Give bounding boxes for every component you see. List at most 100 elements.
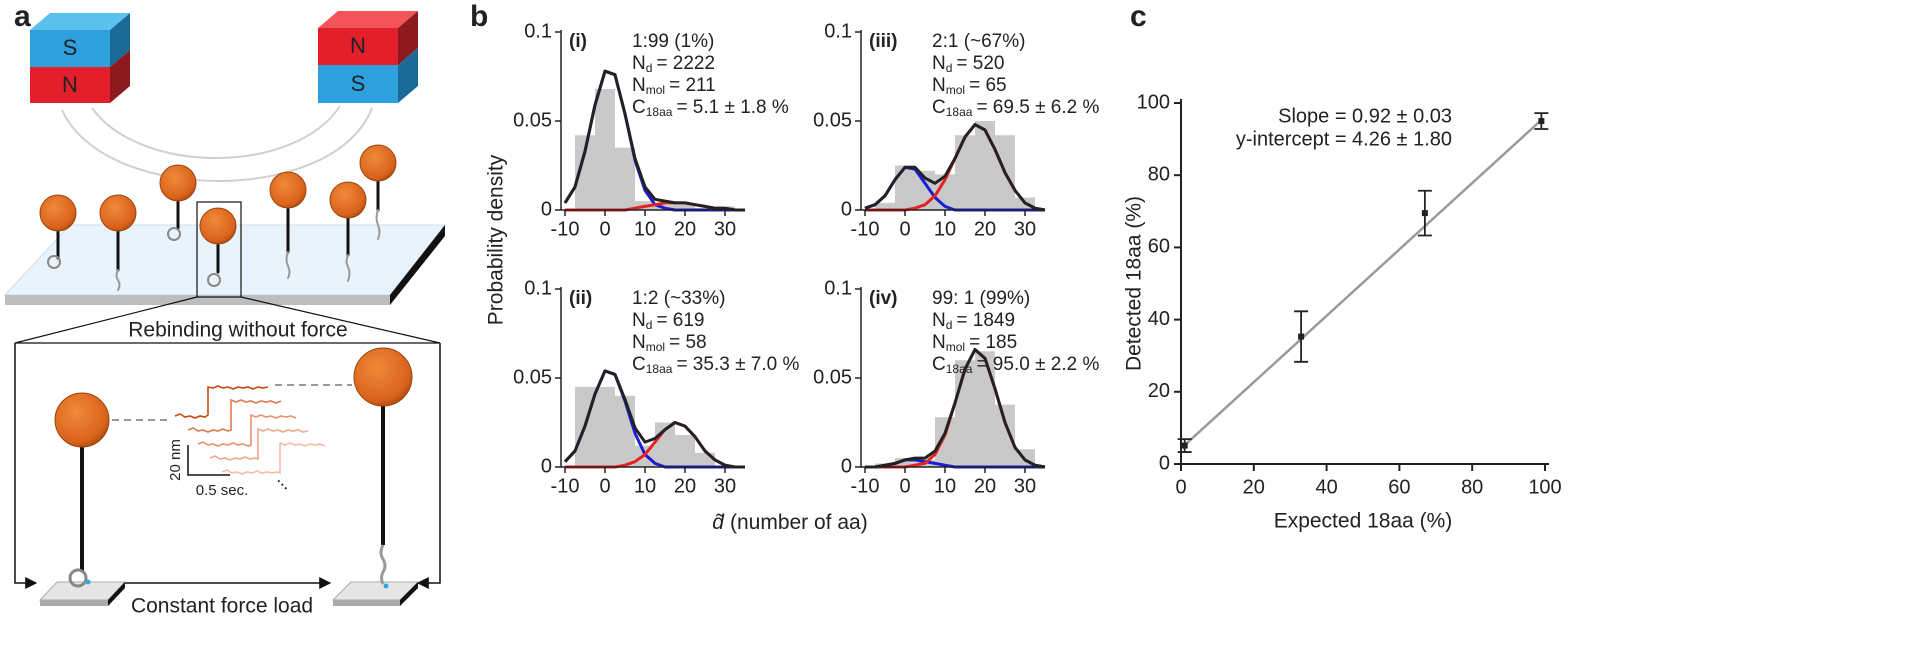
x-tick-label: 80 (1461, 476, 1483, 498)
annotation-symbol: C (632, 354, 646, 375)
histogram-bar (955, 135, 975, 210)
schematic-label: Constant force load (131, 595, 313, 618)
beads (39, 144, 397, 245)
x-tick-label: 20 (1243, 476, 1265, 498)
magnet-face (110, 13, 130, 67)
traces (174, 385, 326, 475)
panel-label: a (14, 0, 31, 33)
annotation-symbol: N (932, 332, 946, 353)
annotation-subscript: d (646, 61, 653, 75)
tethers (47, 179, 381, 291)
annotation-subscript: 18aa (646, 362, 673, 376)
histogram-bar (615, 147, 635, 210)
magnet-pole: N (350, 33, 366, 58)
annotation-text: = 2222 (656, 53, 715, 74)
annotation: C18aa = 35.3 ± 7.0 % (632, 354, 799, 376)
y-axis-label: Detected 18aa (%) (1123, 196, 1146, 371)
y-tick-label: 20 (1148, 380, 1170, 402)
histogram-bar (895, 165, 915, 210)
x-axis-label: d̃ (number of aa) (712, 511, 867, 534)
x-tick-label: 30 (714, 218, 736, 240)
panel-label: c (1130, 0, 1147, 33)
field-line (91, 105, 341, 159)
annotation-subscript: 18aa (946, 362, 973, 376)
annotation-text: = 95.0 ± 2.2 % (976, 354, 1099, 375)
y-tick-label: 40 (1148, 308, 1170, 330)
x-tick-label: 0 (1175, 476, 1186, 498)
subplot-title: 1:99 (1%) (632, 31, 714, 52)
annotation: Nmol = 65 (932, 75, 1007, 97)
surface-edge (5, 295, 390, 305)
zoom-lines (14, 296, 441, 344)
annotation-symbol: N (632, 332, 646, 353)
subplot-label: (iv) (869, 288, 898, 309)
magnet-pole: S (351, 71, 366, 96)
annotation-text: = 211 (669, 75, 716, 96)
y-tick-label: 0 (541, 455, 552, 477)
annotation: Nd = 2222 (632, 53, 715, 75)
y-tick-label: 100 (1137, 91, 1170, 113)
annotation: Slope = 0.92 ± 0.03 (1278, 105, 1452, 127)
annotation-symbol: N (932, 53, 946, 74)
annotation-subscript: d (946, 61, 953, 75)
scale-bar (187, 445, 230, 476)
annotation-text: = 5.1 ± 1.8 % (676, 97, 788, 118)
histogram-bar (875, 202, 895, 210)
y-tick-label: 80 (1148, 163, 1170, 185)
annotation-subscript: 18aa (946, 105, 973, 119)
x-axis-symbol: d̃ (712, 511, 725, 534)
annotation-symbol: N (632, 53, 646, 74)
annotation-subscript: mol (946, 83, 965, 97)
tether-tag (383, 583, 389, 589)
y-tick-label: 0.1 (824, 20, 852, 42)
x-tick-label: 40 (1315, 476, 1337, 498)
x-tick-label: 10 (934, 218, 956, 240)
annotation: C18aa = 95.0 ± 2.2 % (932, 354, 1099, 376)
annotation-symbol: N (932, 75, 946, 96)
tether-unfolded (379, 544, 387, 585)
data-point (1181, 442, 1188, 449)
annotation-symbol: C (932, 354, 946, 375)
surface-edge (390, 225, 445, 305)
x-axis-text: (number of aa) (730, 511, 868, 534)
magnet-face (110, 50, 130, 103)
y-tick-label: 60 (1148, 236, 1170, 258)
x-tick-label: 30 (714, 475, 736, 497)
subplot-title: 2:1 (~67%) (932, 31, 1025, 52)
histogram-bar (955, 360, 975, 467)
annotation-text: = 58 (669, 332, 707, 353)
annotation: C18aa = 69.5 ± 6.2 % (932, 97, 1099, 119)
magnet-face (30, 30, 110, 67)
annotation-text: = 619 (656, 310, 704, 331)
mini-surface (40, 600, 108, 606)
subplot-title: 99: 1 (99%) (932, 288, 1030, 309)
y-tick-label: 0.05 (513, 109, 552, 131)
annotation-subscript: mol (646, 340, 665, 354)
annotation: Nd = 619 (632, 310, 705, 332)
magnet-face (30, 13, 130, 30)
zoom-box (196, 201, 242, 298)
subplot-label: (i) (569, 31, 587, 52)
x-tick-label: -10 (551, 475, 580, 497)
x-tick-label: -10 (551, 218, 580, 240)
histogram-bar (975, 351, 995, 467)
bead (54, 392, 110, 448)
data-point (1538, 118, 1545, 125)
histogram-bar (675, 204, 695, 210)
annotation: Nmol = 211 (632, 75, 716, 97)
fit-curve (865, 348, 1046, 469)
subplot-label: (ii) (569, 288, 592, 309)
scale-label: 20 nm (167, 439, 184, 481)
y-tick-label: 0 (841, 455, 852, 477)
x-tick-label: 20 (674, 218, 696, 240)
subplot-label: (iii) (869, 31, 898, 52)
y-tick-label: 0 (541, 198, 552, 220)
x-axis-label: Expected 18aa (%) (1274, 510, 1453, 533)
field-line (61, 107, 373, 182)
magnet-pole: N (62, 72, 78, 97)
y-tick-label: 0.05 (513, 366, 552, 388)
panel-label: b (470, 0, 488, 33)
annotation-subscript: mol (946, 340, 965, 354)
